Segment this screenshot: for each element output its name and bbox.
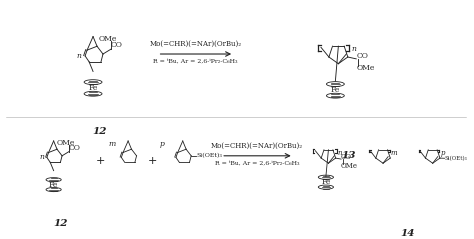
Text: m: m	[391, 149, 397, 157]
Text: Fe: Fe	[331, 86, 340, 94]
Text: p: p	[440, 149, 445, 157]
Text: Si(OEt)₃: Si(OEt)₃	[196, 153, 222, 158]
Text: n: n	[77, 52, 82, 60]
Text: CO: CO	[341, 153, 352, 161]
Text: Fe: Fe	[49, 181, 58, 189]
Text: OMe: OMe	[356, 64, 374, 72]
Text: 12: 12	[53, 219, 67, 228]
Text: OMe: OMe	[341, 162, 358, 170]
Text: CO: CO	[69, 144, 81, 152]
Text: 13: 13	[341, 151, 356, 160]
Text: OMe: OMe	[99, 34, 117, 43]
Text: Fe: Fe	[88, 84, 98, 92]
Text: 12: 12	[93, 127, 107, 136]
Text: CO: CO	[111, 41, 123, 49]
Text: Fe: Fe	[321, 178, 330, 186]
Text: R = ᵗBu, Ar = 2,6-ⁱPr₂-C₆H₃: R = ᵗBu, Ar = 2,6-ⁱPr₂-C₆H₃	[153, 58, 237, 64]
Text: Mo(=CHR)(=NAr)(OrBu)₂: Mo(=CHR)(=NAr)(OrBu)₂	[211, 142, 303, 150]
Text: 14: 14	[401, 228, 415, 238]
Text: R = ᵗBu, Ar = 2,6-ⁱPr₂-C₆H₃: R = ᵗBu, Ar = 2,6-ⁱPr₂-C₆H₃	[215, 160, 299, 165]
Text: Mo(=CHR)(=NAr)(OrBu)₂: Mo(=CHR)(=NAr)(OrBu)₂	[149, 40, 241, 48]
Text: Si(OEt)₃: Si(OEt)₃	[445, 156, 467, 161]
Text: p: p	[160, 140, 165, 148]
Text: +: +	[148, 156, 157, 166]
Text: +: +	[95, 156, 105, 166]
Text: n: n	[39, 153, 44, 162]
Text: m: m	[108, 140, 116, 148]
Text: n: n	[351, 45, 356, 53]
Text: CO: CO	[356, 52, 368, 60]
Text: OMe: OMe	[57, 139, 75, 147]
Text: n: n	[337, 148, 342, 157]
